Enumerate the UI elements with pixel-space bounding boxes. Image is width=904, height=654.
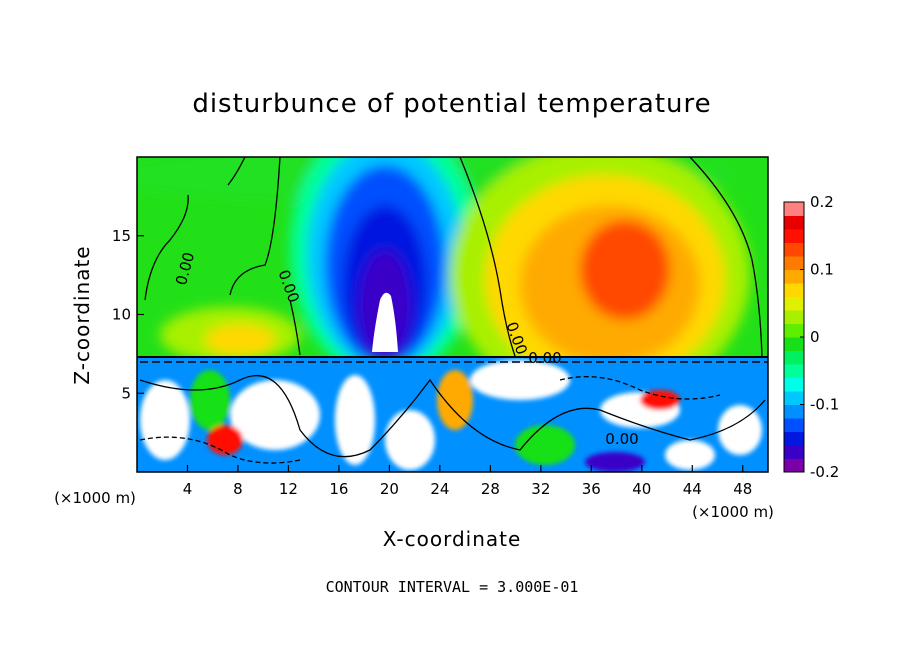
y-tick-label: 5: [121, 384, 131, 402]
colorbar-swatch: [784, 256, 804, 270]
contour-label-4: 0.00: [528, 349, 561, 367]
x-tick-label: 24: [430, 480, 449, 498]
colorbar-swatch: [784, 445, 804, 459]
contour-zero-4: [227, 157, 246, 186]
contour-zero-5: [459, 157, 516, 357]
turb-red-1: [207, 425, 243, 455]
x-tick-label: 12: [279, 480, 298, 498]
colorbar-swatch: [784, 377, 804, 392]
plot-area: 0.00 0.00 0.00 0.00 0.00: [137, 157, 768, 472]
upper-field: [137, 157, 750, 405]
contour-lines: [139, 157, 766, 464]
contour-zero-1: [144, 194, 189, 301]
colorbar-swatch: [784, 364, 804, 378]
lower-turbulence: [140, 360, 762, 472]
field-core-white: [372, 292, 398, 352]
turb-white-4: [385, 410, 435, 470]
colorbar-swatch: [784, 229, 804, 243]
turb-white-8: [718, 405, 762, 455]
y-axis-label: Z-coordinate: [70, 245, 94, 384]
field-blob-warm-left-core: [205, 324, 275, 356]
colorbar-tick-label: 0.2: [810, 193, 834, 211]
colorbar-tick-label: -0.1: [810, 396, 839, 414]
contour-zero-3: [289, 299, 301, 356]
turb-green-2: [515, 425, 575, 465]
turb-green-1: [190, 370, 230, 430]
x-tick-label: 32: [531, 480, 550, 498]
x-tick-label: 4: [183, 480, 193, 498]
turb-white-2: [230, 380, 320, 450]
x-tick-label: 28: [481, 480, 500, 498]
colorbar-swatch: [784, 418, 804, 432]
x-axis-label: X-coordinate: [383, 527, 522, 551]
field-blob-warm-right-4: [580, 220, 670, 320]
contour-zero-2: [229, 157, 281, 296]
contour-zero-6: [689, 157, 763, 357]
turb-orange-1: [437, 370, 473, 430]
colorbar: [784, 202, 804, 473]
contour-label-5: 0.00: [605, 430, 638, 448]
colorbar-swatch: [784, 350, 804, 365]
colorbar-ticks: 0.2 0.1 0 -0.1 -0.2: [800, 193, 839, 481]
x-tick-label: 16: [329, 480, 348, 498]
x-tick-label: 40: [632, 480, 651, 498]
x-tick-label: 20: [380, 480, 399, 498]
colorbar-swatch: [784, 310, 804, 324]
x-unit-label-left: (×1000 m): [54, 489, 136, 507]
chart-title: disturbunce of potential temperature: [192, 89, 711, 119]
turb-white-5: [470, 360, 570, 400]
colorbar-swatch: [784, 283, 804, 297]
x-unit-label-right: (×1000 m): [692, 503, 774, 521]
colorbar-swatch: [784, 215, 804, 230]
colorbar-swatch: [784, 404, 804, 419]
y-tick-label: 15: [112, 227, 131, 245]
colorbar-swatch: [784, 269, 804, 284]
colorbar-swatch: [784, 242, 804, 257]
x-tick-label: 36: [582, 480, 601, 498]
colorbar-swatch: [784, 296, 804, 311]
x-axis-ticks: 4 8 12 16 20 24 28 32 36 40 44 48: [183, 465, 752, 498]
y-tick-label: 10: [112, 306, 131, 324]
colorbar-swatch: [784, 337, 804, 351]
colorbar-tick-label: 0.1: [810, 261, 834, 279]
turb-red-2: [640, 390, 680, 410]
colorbar-swatch: [784, 431, 804, 446]
colorbar-swatch: [784, 391, 804, 405]
colorbar-tick-label: -0.2: [810, 463, 839, 481]
colorbar-swatch: [784, 323, 804, 338]
x-tick-label: 8: [233, 480, 243, 498]
contour-interval-note: CONTOUR INTERVAL = 3.000E-01: [326, 578, 579, 596]
turb-white-3: [335, 375, 375, 465]
colorbar-swatch: [784, 458, 804, 473]
turb-purple-1: [585, 452, 645, 472]
contour-lower-1: [139, 375, 766, 458]
x-tick-label: 44: [683, 480, 702, 498]
x-tick-label: 48: [733, 480, 752, 498]
colorbar-tick-label: 0: [810, 328, 820, 346]
y-axis-ticks: 5 10 15: [112, 227, 144, 402]
contour-lower-2: [139, 436, 301, 464]
colorbar-swatch: [784, 202, 804, 216]
contour-lower-3: [559, 376, 721, 400]
turb-white-1: [140, 380, 190, 460]
turb-white-7: [665, 440, 715, 470]
